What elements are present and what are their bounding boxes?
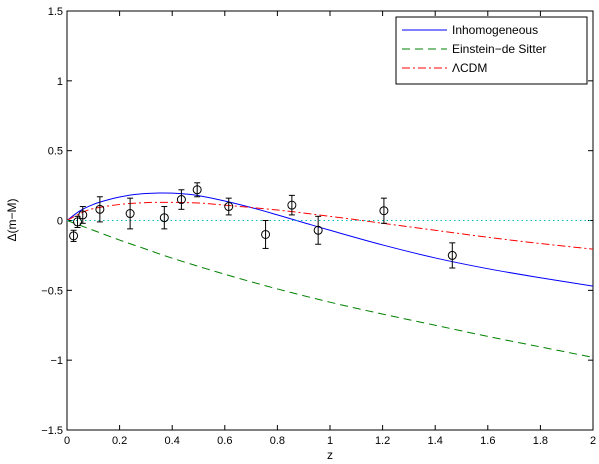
data-point: [176, 189, 186, 210]
legend-label: Inhomogeneous: [452, 23, 538, 37]
legend: Inhomogeneous Einstein−de Sitter ΛCDM: [395, 16, 588, 85]
data-point: [78, 206, 88, 224]
point-marker: [176, 195, 186, 205]
data-point: [261, 220, 271, 249]
x-tick-label: 0.6: [217, 435, 232, 447]
data-point: [447, 242, 457, 269]
legend-box: [395, 16, 588, 85]
legend-items: Inhomogeneous Einstein−de Sitter ΛCDM: [402, 23, 546, 75]
series-line-einstein-de-sitter: [67, 220, 593, 358]
data-point: [192, 182, 202, 198]
x-tick-label: 1: [327, 435, 333, 447]
data-point: [159, 206, 169, 230]
point-marker: [379, 206, 389, 216]
data-point: [379, 197, 389, 224]
point-marker: [73, 217, 83, 227]
legend-label: ΛCDM: [452, 61, 487, 75]
data-point: [313, 215, 323, 245]
data-point: [73, 215, 83, 228]
data-point: [95, 196, 105, 223]
point-marker: [287, 200, 297, 210]
x-tick-label: 1.8: [533, 435, 548, 447]
y-tick-label: 0.5: [48, 146, 63, 158]
x-tick-label: 0: [64, 435, 70, 447]
x-tick-label: 1.2: [375, 435, 390, 447]
y-tick-label: 0: [57, 216, 63, 228]
y-tick-label: −1: [50, 355, 63, 367]
point-marker: [69, 231, 79, 241]
data-point: [69, 229, 79, 242]
point-marker: [125, 209, 135, 219]
point-marker: [313, 225, 323, 235]
series-line-inhomogeneous: [67, 192, 593, 287]
data-point: [125, 197, 135, 230]
point-marker: [192, 185, 202, 195]
data-point: [224, 197, 234, 216]
x-tick-label: 0.8: [270, 435, 285, 447]
x-tick-label: 2: [590, 435, 596, 447]
point-marker: [95, 204, 105, 214]
point-marker: [78, 210, 88, 220]
x-tick-labels: 0 0.2 0.4 0.6 0.8 1 1.2 1.4 1.6 1.8 2: [64, 435, 596, 447]
y-axis-label: Δ(m−M): [5, 198, 19, 241]
y-tick-label: −1.5: [41, 425, 63, 437]
x-tick-label: 0.2: [112, 435, 127, 447]
x-tick-label: 0.4: [165, 435, 180, 447]
point-marker: [224, 202, 234, 212]
y-tick-labels: −1.5 −1 −0.5 0 0.5 1 1.5: [41, 6, 63, 437]
axis-ticks: [66, 10, 594, 431]
x-tick-label: 1.4: [428, 435, 443, 447]
legend-label: Einstein−de Sitter: [452, 42, 546, 56]
data-points: [69, 182, 457, 269]
x-tick-label: 1.6: [480, 435, 495, 447]
point-marker: [159, 213, 169, 223]
x-axis-label: z: [327, 448, 333, 462]
y-tick-label: −0.5: [41, 285, 63, 297]
data-point: [287, 194, 297, 216]
y-tick-label: 1.5: [48, 6, 63, 18]
point-marker: [261, 229, 271, 239]
point-marker: [447, 250, 457, 260]
y-tick-label: 1: [57, 76, 63, 88]
